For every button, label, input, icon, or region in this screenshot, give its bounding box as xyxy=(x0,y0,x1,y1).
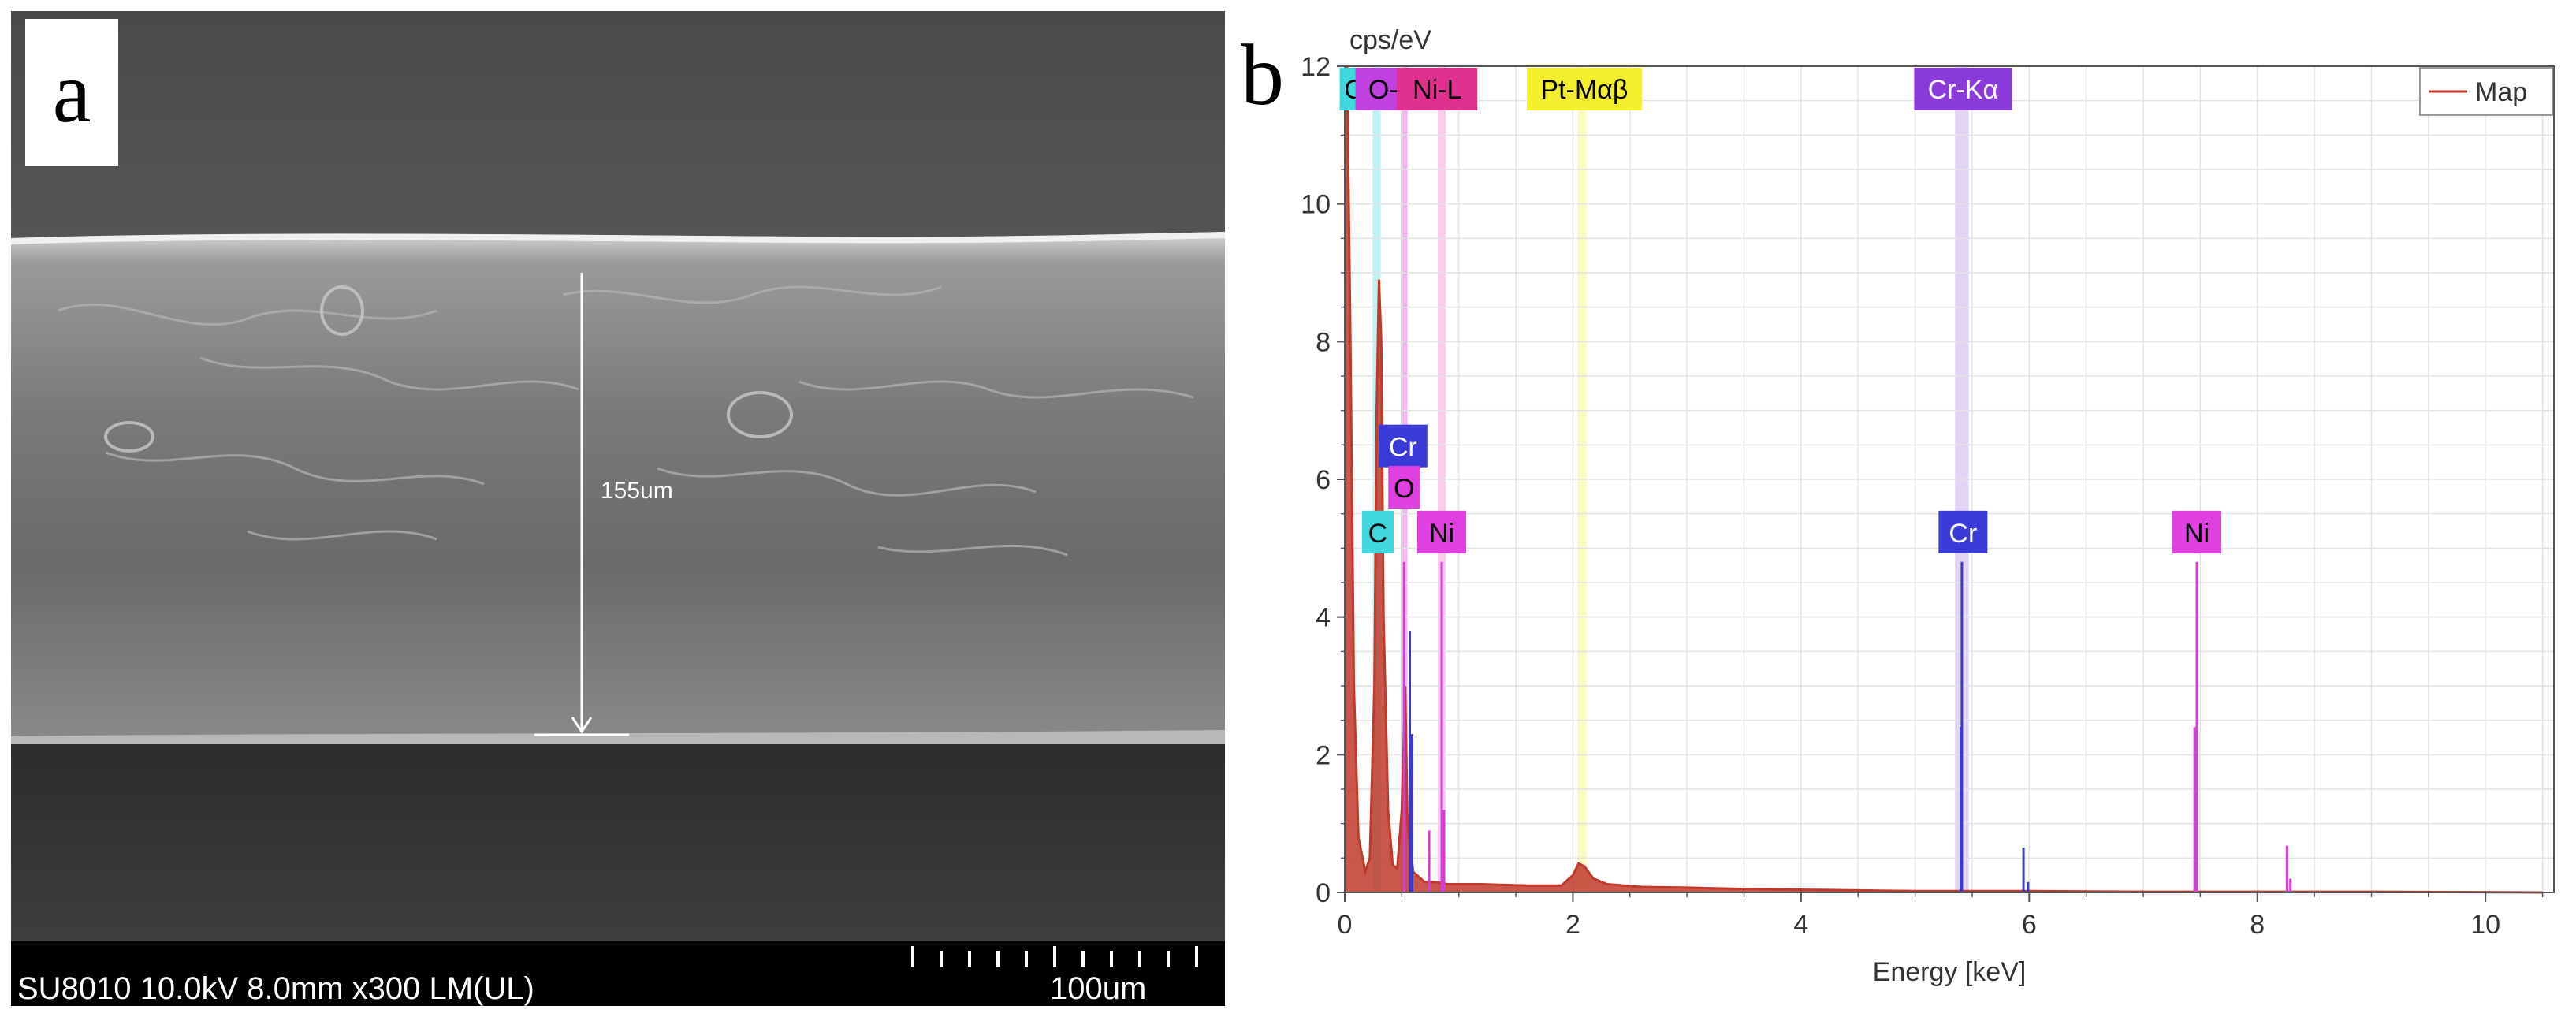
peak-label-text: C xyxy=(1368,519,1388,549)
panel-b-label: b xyxy=(1241,27,1284,123)
thickness-measurement: 155um xyxy=(601,478,673,504)
peak-label-bg xyxy=(1938,510,1988,553)
top-element-label-bg xyxy=(1526,68,1642,110)
x-tick-label: 6 xyxy=(2022,910,2037,940)
peak-label: Cr xyxy=(1378,424,1428,468)
peak-label: Ni xyxy=(2172,510,2222,553)
sem-micrograph xyxy=(11,11,1225,943)
peak-label-text: O xyxy=(1394,474,1414,504)
top-element-label-text: Cr-Kα xyxy=(1928,75,1999,105)
eds-spectrum-panel: 0 2 4 6 8 10 12 0 2 4 6 8 10 cps/eV Energy [keV] C O-I N… xyxy=(1234,0,2576,1017)
peak-label-text: Cr xyxy=(1949,519,1977,549)
y-tick-label: 0 xyxy=(1316,878,1331,908)
spectrum-line-map xyxy=(1345,65,2543,894)
legend-label: Map xyxy=(2475,77,2527,107)
scale-bar-label: 100um xyxy=(1050,971,1147,1006)
x-axis-title: Energy [keV] xyxy=(1873,957,2027,987)
top-element-label-text: Ni-L xyxy=(1413,75,1461,105)
top-element-label-bg xyxy=(1914,68,2012,110)
peak-label-bg xyxy=(2172,510,2222,553)
peak-label-text: Ni xyxy=(1429,519,1454,549)
peak-label-bg xyxy=(1361,510,1394,553)
y-tick-label: 2 xyxy=(1316,740,1331,770)
sem-info-text: SU8010 10.0kV 8.0mm x300 LM(UL) xyxy=(17,971,534,1006)
x-tick-label: 0 xyxy=(1338,910,1353,940)
top-element-label: Cr-Kα xyxy=(1914,68,2012,110)
y-tick-label: 8 xyxy=(1316,327,1331,357)
x-tick-label: 2 xyxy=(1565,910,1580,940)
peak-label: C xyxy=(1361,510,1394,553)
peak-label-bg xyxy=(1378,424,1428,468)
x-tick-label: 10 xyxy=(2470,910,2500,940)
peak-label: Ni xyxy=(1417,510,1467,553)
y-axis-title: cps/eV xyxy=(1349,25,1431,55)
peak-label-bg xyxy=(1417,510,1467,553)
y-tick-label: 6 xyxy=(1316,465,1331,495)
x-tick-label: 8 xyxy=(2250,910,2265,940)
top-element-label-bg xyxy=(1397,68,1478,110)
sem-info-bar xyxy=(11,941,1225,1006)
peak-label-text: Ni xyxy=(2184,519,2209,549)
y-tick-label: 12 xyxy=(1301,52,1331,82)
top-element-label: Pt-Mαβ xyxy=(1526,68,1642,110)
top-element-label: Ni-L xyxy=(1397,68,1478,110)
peak-label-bg xyxy=(1388,466,1420,509)
sem-image-panel: a 155um SU8010 10.0kV 8.0mm x300 LM(UL) … xyxy=(11,11,1225,1006)
peak-label-text: Cr xyxy=(1389,433,1417,463)
peak-label: Cr xyxy=(1938,510,1988,553)
top-element-label-text: Pt-Mαβ xyxy=(1540,75,1628,105)
y-tick-label: 4 xyxy=(1316,603,1331,633)
scale-bar xyxy=(911,946,1198,967)
panel-a-label: a xyxy=(25,19,118,166)
x-tick-label: 4 xyxy=(1793,910,1808,940)
y-tick-label: 10 xyxy=(1301,190,1331,220)
peak-label: O xyxy=(1388,466,1420,509)
